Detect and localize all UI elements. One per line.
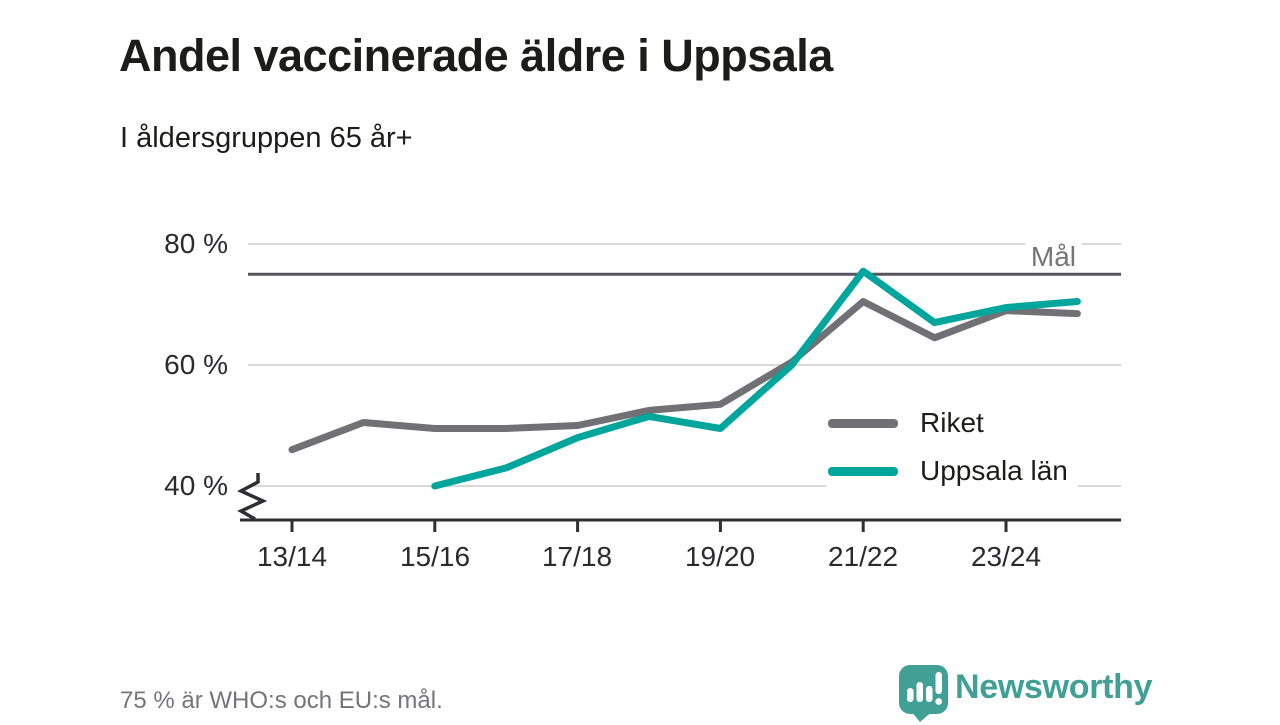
x-tick-label-2122: 21/22	[827, 541, 899, 572]
legend-label-riket: Riket	[920, 407, 984, 438]
gridlines	[248, 243, 1121, 487]
axis-break-icon	[237, 473, 268, 521]
y-tick-label-60: 60 %	[164, 349, 228, 380]
riket-line-swatch	[828, 418, 898, 428]
x-tick-label-1516: 15/16	[399, 541, 471, 572]
legend-label-uppsala: Uppsala län	[920, 455, 1068, 486]
chart-subtitle: I åldersgruppen 65 år+	[120, 122, 413, 154]
series-line-riket	[288, 298, 1081, 454]
legend-item-riket: Riket	[826, 405, 994, 441]
series-lines	[288, 267, 1081, 490]
x-tick-label-1314: 13/14	[256, 541, 328, 572]
y-tick-label-40: 40 %	[164, 470, 228, 501]
newsworthy-logo-text: Newsworthy	[955, 668, 1153, 706]
x-tick-label-1718: 17/18	[541, 541, 613, 572]
uppsala-line-swatch	[828, 466, 898, 476]
x-tick-label-2324: 23/24	[970, 541, 1042, 572]
series-line-uppsala	[431, 267, 1081, 490]
x-tick-label-1920: 19/20	[684, 541, 756, 572]
y-tick-label-80: 80 %	[164, 228, 228, 259]
chart-title: Andel vaccinerade äldre i Uppsala	[119, 30, 833, 82]
x-axis	[240, 518, 1121, 532]
goal-label: Mål	[1024, 242, 1082, 272]
footer-note: 75 % är WHO:s och EU:s mål.	[120, 687, 443, 714]
legend-item-uppsala: Uppsala län	[826, 453, 1078, 489]
newsworthy-logo-icon	[899, 665, 948, 722]
